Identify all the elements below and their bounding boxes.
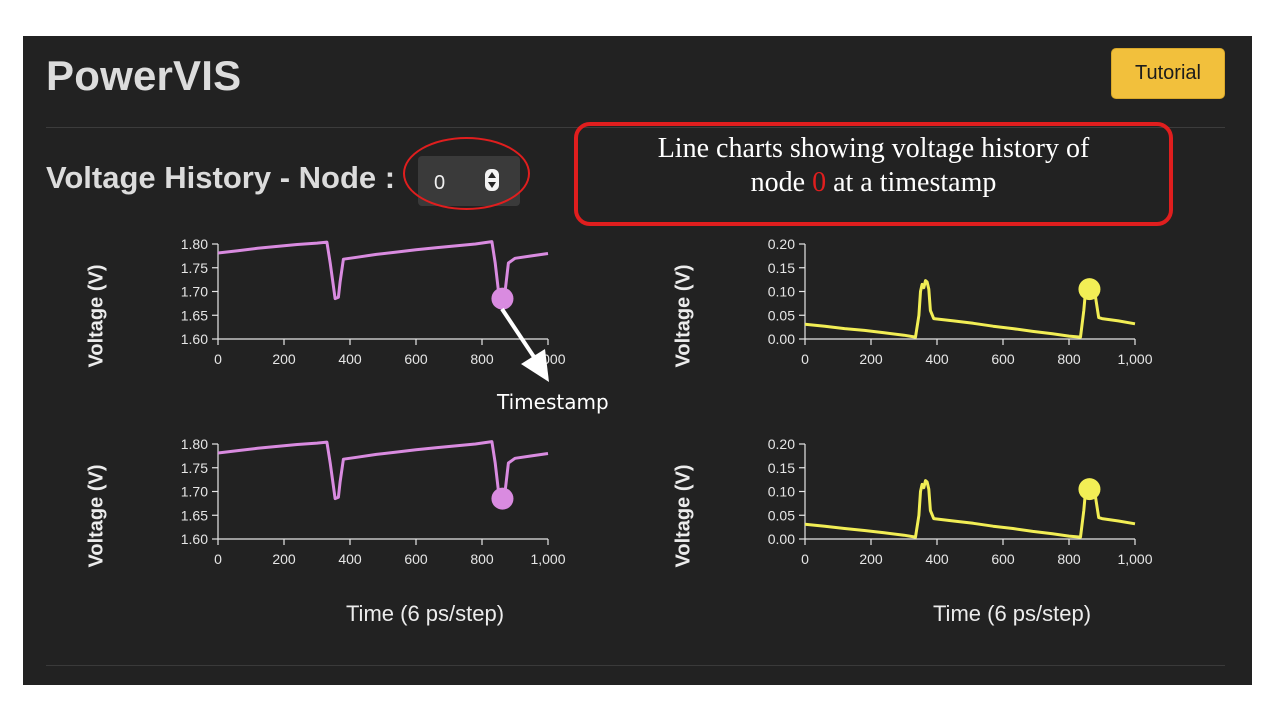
timestamp-marker[interactable] [1078, 478, 1101, 501]
y-tick-label: 1.65 [181, 507, 208, 523]
timestamp-label: Timestamp [497, 390, 609, 414]
callout-box [574, 122, 1173, 226]
app-title: PowerVIS [46, 52, 242, 99]
timestamp-marker[interactable] [1078, 278, 1101, 301]
chart-node0-panel-3: 1.60 1.65 1.70 1.75 1.80 0 200 400 600 800 1,000 [181, 436, 566, 567]
chart-node0-panel-1: 1.601.651.701.751.800 200 400 600 800 1,000 [181, 236, 566, 367]
x-tick-label: 1,000 [1117, 551, 1152, 567]
y-tick-label: 1.80 [181, 236, 208, 252]
y-tick-label: 1.70 [181, 484, 208, 500]
y-tick-label: 0.15 [768, 260, 795, 276]
x-tick-label: 400 [925, 351, 949, 367]
x-tick-label: 200 [272, 551, 296, 567]
app-panel [23, 36, 1252, 685]
x-tick-label: 400 [338, 551, 362, 567]
y-tick-label: 1.80 [181, 436, 208, 452]
y-tick-label: 0.15 [768, 460, 795, 476]
x-tick-label: 600 [991, 351, 1015, 367]
callout-suffix: at a timestamp [833, 167, 997, 198]
section-title: Voltage History - Node : [46, 160, 396, 195]
x-tick-label: 800 [1057, 551, 1081, 567]
x-tick-label: 600 [404, 351, 428, 367]
callout-text: Line charts showing voltage history of n… [578, 132, 1169, 200]
y-tick-label: 0.20 [768, 236, 795, 252]
y-tick-label: 1.60 [181, 531, 208, 547]
chart-3-xlabel: Time (6 ps/step) [345, 601, 505, 626]
node-input-highlight-ellipse [403, 137, 530, 210]
timestamp-arrow [500, 307, 549, 382]
y-tick-label: 0.10 [768, 284, 795, 300]
x-tick-label: 200 [859, 351, 883, 367]
x-tick-label: 600 [991, 551, 1015, 567]
chart-4-xlabel: Time (6 ps/step) [932, 601, 1092, 626]
x-tick-label: 400 [338, 351, 362, 367]
timestamp-arrow-shaft [500, 307, 538, 362]
y-tick-label: 1.60 [181, 331, 208, 347]
y-tick-label: 0.20 [768, 436, 795, 452]
x-tick-label: 800 [1057, 351, 1081, 367]
x-tick-label: 600 [404, 551, 428, 567]
tutorial-button[interactable]: Tutorial [1111, 48, 1225, 99]
y-tick-label: 0.10 [768, 484, 795, 500]
y-tick-label: 1.75 [181, 260, 208, 276]
timestamp-marker[interactable] [491, 487, 514, 510]
y-tick-label: 0.00 [768, 531, 795, 547]
callout-node-word: node [750, 167, 806, 198]
x-tick-label: 400 [925, 551, 949, 567]
x-tick-label: 0 [801, 351, 809, 367]
callout-node-number: 0 [812, 167, 827, 198]
x-tick-label: 800 [470, 351, 494, 367]
timestamp-marker[interactable] [491, 287, 514, 310]
y-tick-label: 0.05 [768, 307, 795, 323]
x-tick-label: 0 [801, 551, 809, 567]
footer-divider [46, 665, 1225, 666]
y-tick-label: 1.65 [181, 307, 208, 323]
header-divider [46, 127, 1225, 128]
callout-line-1: Line charts showing voltage history of [657, 133, 1090, 164]
x-tick-label: 1,000 [530, 551, 565, 567]
x-tick-label: 0 [214, 351, 222, 367]
chart-node0-panel-4: 0.00 0.05 0.10 0.15 0.20 0 200 400 600 800 1,000 [768, 436, 1153, 567]
x-tick-label: 0 [214, 551, 222, 567]
chart-node0-panel-2: 0.00 0.05 0.10 0.15 0.20 0 200 400 600 800 1,000 [768, 236, 1153, 367]
x-tick-label: 800 [470, 551, 494, 567]
callout-line-2: node 0 at a timestamp [578, 166, 1169, 200]
y-tick-label: 0.05 [768, 507, 795, 523]
y-tick-label: 1.70 [181, 284, 208, 300]
x-tick-label: 200 [272, 351, 296, 367]
y-tick-label: 0.00 [768, 331, 795, 347]
x-tick-label: 1,000 [1117, 351, 1152, 367]
x-tick-label: 200 [859, 551, 883, 567]
y-tick-label: 1.75 [181, 460, 208, 476]
timestamp-arrow-head [521, 349, 549, 382]
